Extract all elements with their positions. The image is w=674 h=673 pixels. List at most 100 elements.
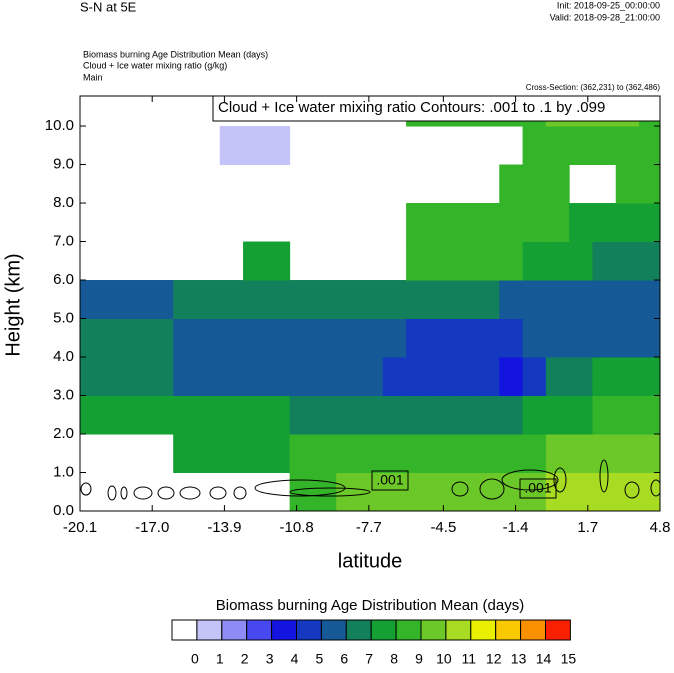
contour-cell: [615, 280, 640, 320]
contour-cell: [196, 357, 221, 397]
contour-cell: [219, 357, 244, 397]
contour-cell: [475, 472, 500, 511]
contour-cell: [359, 357, 384, 397]
colorbar-box: [296, 619, 322, 641]
contour-cell: [522, 164, 547, 204]
contour-lines: [80, 459, 660, 501]
contour-cell: [382, 472, 407, 511]
contour-cell: [499, 164, 524, 204]
contour-cell: [80, 318, 104, 358]
y-tick-label: 8.0: [53, 194, 74, 211]
contour-cell: [569, 472, 593, 511]
contour-cell: [219, 434, 244, 474]
contour-cell: [499, 472, 524, 511]
contour-cell: [475, 395, 500, 435]
contour-cell: [359, 280, 384, 320]
colorbar-box: [395, 619, 422, 641]
contour-cell: [429, 357, 454, 397]
contour-cell: [545, 203, 570, 243]
colorbar-box: [495, 619, 522, 641]
contour-cell: [126, 280, 151, 320]
valid-time: Valid: 2018-09-28_21:00:00: [550, 12, 660, 22]
colorbar-label: 4: [291, 651, 299, 667]
init-time: Init: 2018-09-25_00:00:00: [557, 0, 660, 10]
cross-section: Cross-Section: (362,231) to (362,486): [526, 83, 661, 92]
contour-cell: [243, 126, 267, 166]
subtitle: Biomass burning Age Distribution Mean (d…: [83, 49, 268, 59]
contour-cell: [243, 318, 267, 358]
contour-cell: [336, 318, 361, 358]
contour-cell: [243, 395, 267, 435]
colorbar-label: 13: [511, 651, 527, 667]
contour-cell: [615, 472, 640, 511]
contour-cell: [475, 318, 500, 358]
contour-cell: [475, 241, 500, 281]
contour-cell: [219, 395, 244, 435]
y-tick-label: 3.0: [53, 386, 74, 403]
contour-cell: [569, 280, 593, 320]
contour-cell: [126, 395, 151, 435]
colorbar-label: 10: [436, 651, 452, 667]
contour-cell: [312, 395, 337, 435]
contour-cell: [569, 357, 593, 397]
contour-cell: [336, 357, 361, 397]
contour-cell: [103, 318, 128, 358]
contour-cell: [336, 434, 361, 474]
contour-cell: [615, 395, 640, 435]
colorbar-label: 11: [462, 651, 477, 667]
contour-cell: [219, 126, 244, 166]
contour-cell: [475, 357, 500, 397]
contour-cell: [499, 357, 524, 397]
contour-cell: [429, 434, 454, 474]
contour-cell: [173, 395, 197, 435]
contour-cell: [475, 280, 500, 320]
contour-cell: [266, 126, 291, 166]
contour-cell: [545, 434, 570, 474]
plot-frame: [79, 95, 661, 512]
y-tick-label: 9.0: [53, 155, 74, 172]
contour-cell: [289, 318, 314, 358]
contour-cell: [592, 434, 617, 474]
colorbar-label: 15: [561, 651, 577, 667]
contour-cell: [429, 472, 454, 511]
colorbar-label: 8: [390, 651, 398, 667]
colorbar-label: 2: [241, 651, 249, 667]
contour-cell: [639, 472, 660, 511]
contour-cell: [173, 318, 197, 358]
contour-cell: [382, 395, 407, 435]
contour-cell: [499, 395, 524, 435]
x-tick-label: -7.7: [356, 519, 382, 536]
contour-cell: [149, 357, 174, 397]
contour-cell: [429, 203, 454, 243]
contour-cell: [289, 472, 314, 511]
contour-cell: [615, 126, 640, 166]
contour-cell: [266, 357, 291, 397]
y-tick-label: 6.0: [53, 271, 74, 288]
y-tick-label: 2.0: [53, 425, 74, 442]
contour-title: Cloud + Ice water mixing ratio Contours:…: [218, 99, 605, 116]
contour-cell: [592, 318, 617, 358]
contour-cell: [592, 203, 617, 243]
contour-cell: [522, 126, 547, 166]
colorbar-box: [445, 619, 472, 641]
contour-cell: [615, 241, 640, 281]
colorbar-label: 6: [340, 651, 348, 667]
contour-cell: [359, 434, 384, 474]
contour-cell: [196, 318, 221, 358]
contour-cell: [243, 357, 267, 397]
contour-cell: [592, 280, 617, 320]
contour-cell: [266, 318, 291, 358]
contour-cell: [615, 203, 640, 243]
contour-cell: [639, 357, 660, 397]
contour-cell: [545, 395, 570, 435]
contour-cell: [592, 357, 617, 397]
contour-label: .001: [376, 472, 403, 488]
x-tick-label: -1.4: [503, 519, 529, 536]
contour-cell: [289, 395, 314, 435]
colorbar-box: [420, 619, 447, 641]
contour-cell: [266, 280, 291, 320]
contour-cell: [452, 203, 477, 243]
contour-cell: [429, 280, 454, 320]
contour-cell: [382, 357, 407, 397]
